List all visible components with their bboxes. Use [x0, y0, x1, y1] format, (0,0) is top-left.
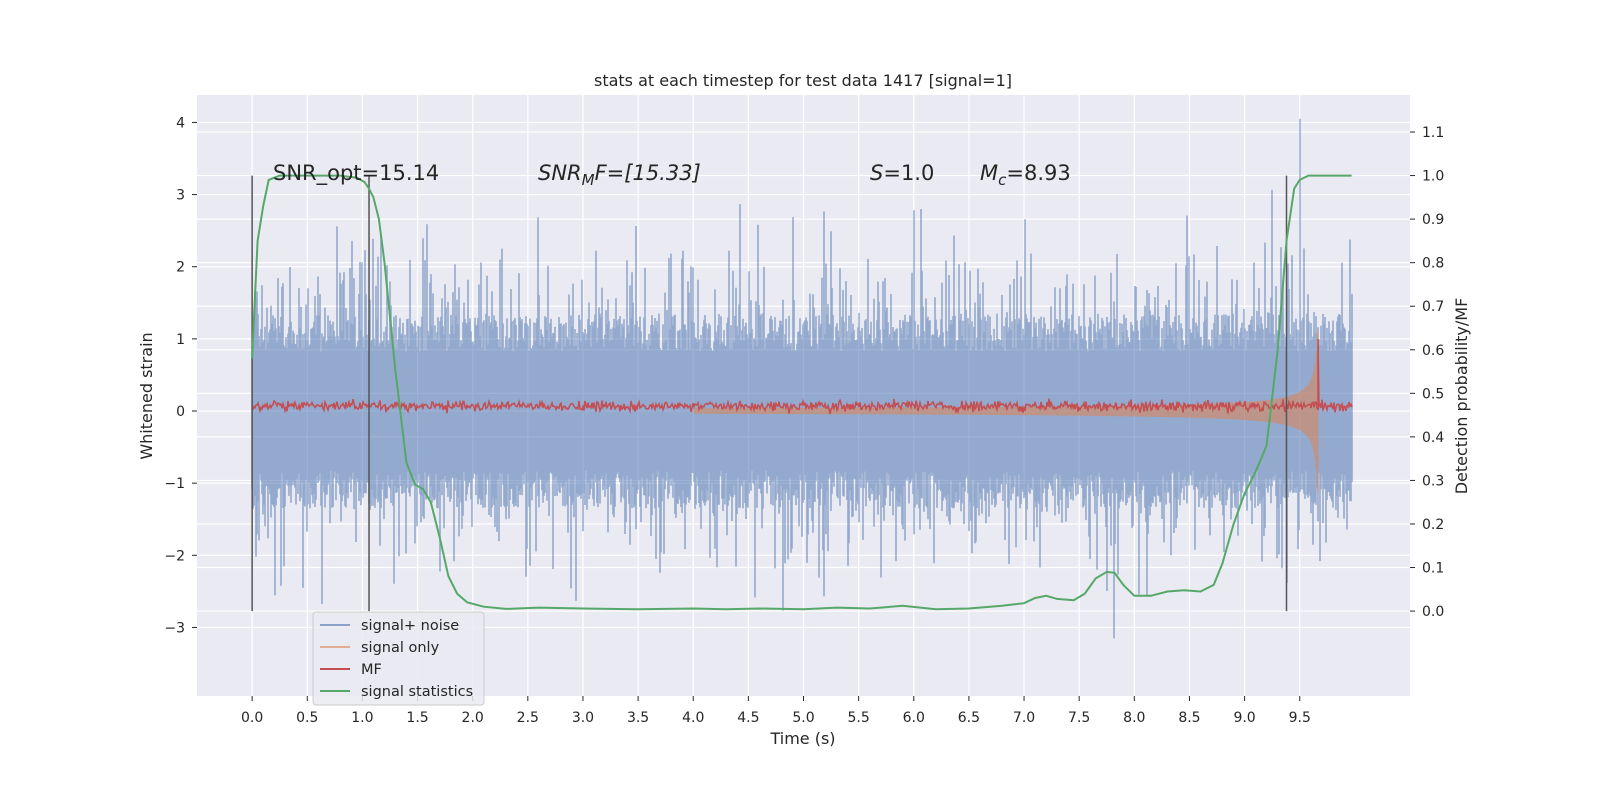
x-tick-label: 2.5: [517, 710, 539, 726]
x-tick-label: 5.5: [848, 710, 870, 726]
plot-data-layer: [251, 118, 1353, 639]
y-right-tick-label: 0.3: [1422, 473, 1444, 489]
series-signal-only-line: [693, 328, 1319, 494]
x-tick-label: 0.5: [296, 710, 318, 726]
x-tick-label: 1.0: [351, 710, 373, 726]
series-signal-statistics-line: [251, 174, 1352, 611]
annotation-s-symbol: S: [870, 161, 883, 185]
y-right-tick-label: 0.5: [1422, 386, 1444, 402]
y-right-tick-label: 0.7: [1422, 299, 1444, 315]
x-tick-label: 4.5: [737, 710, 759, 726]
annotation-mc-value: =8.93: [1006, 161, 1070, 185]
x-axis-ticks: 0.0 0.5 1.0 1.5 2.0 2.5 3.0 3.5 4.0 4.5 5.0 5.5 6.0 6…: [241, 696, 1311, 726]
x-tick-label: 7.5: [1068, 710, 1090, 726]
x-tick-label: 3.5: [627, 710, 649, 726]
y-left-tick-label: −3: [164, 620, 185, 636]
y-axis-left-ticks: −3 −2 −1 0 1 2 3 4: [164, 115, 197, 636]
y-left-tick-label: 0: [176, 404, 185, 420]
y-left-tick-label: −1: [164, 476, 185, 492]
legend-label-signal-statistics: signal statistics: [361, 684, 473, 700]
legend-label-mf: MF: [361, 662, 382, 678]
legend-box: [312, 611, 485, 706]
annotation-snr-mf-symbol: SNR: [538, 161, 582, 185]
y-right-tick-label: 1.1: [1422, 125, 1444, 141]
annotation-s: S=1.0: [870, 161, 934, 185]
y-axis-right-label: Detection probability/MF: [1452, 298, 1471, 495]
legend-label-signal-plus-noise: signal+ noise: [361, 618, 459, 634]
y-left-tick-label: 1: [176, 332, 185, 348]
y-right-tick-label: 0.9: [1422, 212, 1444, 228]
y-right-tick-label: 0.6: [1422, 343, 1444, 359]
annotation-mc-symbol: M: [980, 161, 998, 185]
y-axis-right-ticks: 0.0 0.1 0.2 0.3 0.4 0.5 0.6 0.7 0.8 0.9 1.0 1.1: [1410, 125, 1444, 620]
y-left-tick-label: −2: [164, 548, 185, 564]
y-left-tick-label: 2: [176, 260, 185, 276]
chart-title: stats at each timestep for test data 141…: [594, 71, 1012, 90]
annotation-snr-mf-value: F=[15.33]: [595, 161, 701, 185]
annotation-snr-opt: SNR_opt=15.14: [273, 161, 439, 186]
x-axis-label: Time (s): [769, 729, 835, 748]
y-right-tick-label: 1.0: [1422, 169, 1444, 185]
annotation-s-value: =1.0: [883, 161, 934, 185]
x-tick-label: 9.5: [1289, 710, 1311, 726]
x-tick-label: 0.0: [241, 710, 263, 726]
y-right-tick-label: 0.8: [1422, 256, 1444, 272]
legend: signal+ noise signal only MF signal stat…: [312, 611, 485, 706]
y-axis-left-label: Whitened strain: [137, 332, 156, 459]
x-tick-label: 8.5: [1178, 710, 1200, 726]
x-tick-label: 3.0: [572, 710, 594, 726]
x-tick-label: 2.0: [462, 710, 484, 726]
x-tick-label: 7.0: [1013, 710, 1035, 726]
legend-label-signal-only: signal only: [361, 640, 440, 656]
x-tick-label: 6.0: [903, 710, 925, 726]
annotation-mc: Mc=8.93: [980, 161, 1071, 189]
x-tick-label: 6.5: [958, 710, 980, 726]
y-left-tick-label: 3: [176, 188, 185, 204]
annotation-snr-mf: SNRMF=[15.33]: [538, 161, 701, 189]
annotation-snr-mf-subscript: M: [582, 171, 595, 189]
x-tick-label: 1.5: [406, 710, 428, 726]
series-mf-line: [251, 338, 1353, 415]
y-right-tick-label: 0.2: [1422, 517, 1444, 533]
y-right-tick-label: 0.4: [1422, 430, 1444, 446]
x-tick-label: 9.0: [1233, 710, 1255, 726]
x-tick-label: 5.0: [792, 710, 814, 726]
x-tick-label: 8.0: [1123, 710, 1145, 726]
y-right-tick-label: 0.1: [1422, 561, 1444, 577]
annotation-mc-subscript: c: [998, 171, 1007, 189]
x-tick-label: 4.0: [682, 710, 704, 726]
y-right-tick-label: 0.0: [1422, 604, 1444, 620]
y-left-tick-label: 4: [176, 115, 185, 131]
